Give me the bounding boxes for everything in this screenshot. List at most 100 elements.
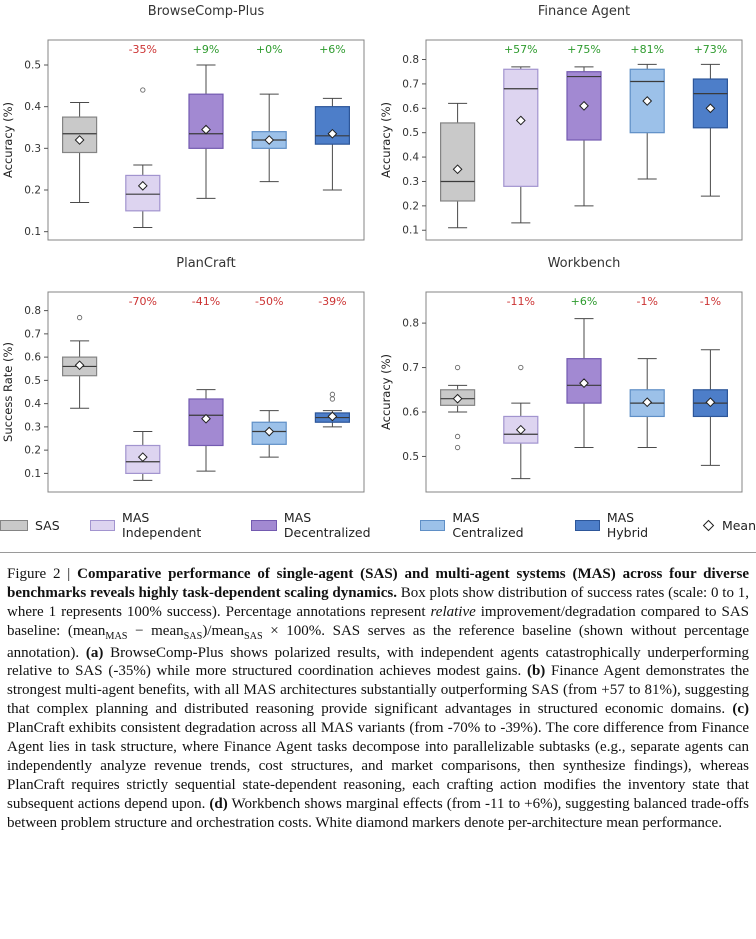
boxplot-browsecomp-plus: BrowseComp-Plus 0.1 0.2 0.3 0.4 0.5 Accuracy (… [1, 4, 365, 241]
outlier-marker [329, 391, 336, 397]
y-tick-label: 0.7 [402, 362, 419, 374]
caption-segment: Workbench shows marginal effects (from -… [7, 795, 750, 831]
y-tick-label: 0.6 [402, 103, 419, 115]
y-axis-label: Success Rate (%) [1, 342, 15, 442]
y-tick-label: 0.1 [24, 226, 41, 238]
box-mas-hybrid [314, 106, 350, 145]
pct-annotation: +6% [319, 43, 346, 56]
pct-annotation: -50% [255, 295, 283, 308]
mean-diamond-marker [137, 180, 148, 191]
caption-segment: Comparative performance of single-agent … [7, 566, 749, 601]
caption-segment: relative [430, 603, 476, 620]
caption-segment: × 100%. SAS serves as the reference base… [7, 622, 750, 661]
y-tick-label: 0.5 [24, 60, 41, 72]
mean-diamond-marker [327, 411, 338, 422]
outlier-marker [518, 364, 524, 371]
mean-diamond-icon [702, 519, 715, 531]
y-tick-label: 0.5 [24, 375, 41, 387]
boxplot-workbench: Workbench 0.5 0.6 0.7 0.8 Accuracy (%) -11% +6%… [379, 256, 743, 493]
caption-segment: SAS [243, 630, 263, 642]
mean-diamond-marker [452, 393, 463, 404]
y-tick-label: 0.7 [24, 328, 41, 340]
legend-item-mas-centralized: MAS Centralized [420, 510, 545, 540]
y-tick-label: 0.2 [402, 200, 419, 212]
legend-swatch [89, 519, 116, 531]
box-sas [439, 122, 476, 202]
caption-segment: SAS [183, 630, 203, 642]
y-tick-label: 0.4 [402, 152, 419, 164]
figure-2: BrowseComp-Plus 0.1 0.2 0.3 0.4 0.5 Accuracy (… [0, 4, 756, 832]
legend-label: MAS Hybrid [606, 510, 649, 540]
figure-caption-divider [0, 552, 756, 553]
legend-item-mas-hybrid: MAS Hybrid [574, 510, 672, 540]
caption-segment: BrowseComp-Plus shows polarized results,… [7, 644, 749, 680]
pct-annotation: -41% [192, 295, 220, 308]
legend-item-mas-independent: MAS Independent [89, 510, 222, 540]
pct-annotation: -11% [507, 295, 535, 308]
outlier-marker [454, 444, 461, 451]
y-tick-label: 0.3 [402, 176, 419, 188]
y-tick-label: 0.7 [402, 78, 419, 90]
y-tick-label: 0.5 [402, 127, 419, 139]
plot-title: Finance Agent [538, 4, 630, 19]
y-axis-label: Accuracy (%) [379, 354, 393, 430]
pct-annotation: +57% [504, 43, 538, 56]
y-tick-label: 0.8 [402, 54, 419, 66]
mean-diamond-marker [74, 360, 85, 371]
legend-swatch [574, 519, 600, 531]
legend-label: Mean [721, 517, 756, 533]
y-tick-label: 0.2 [24, 185, 41, 197]
caption-segment: (b) [526, 663, 546, 680]
pct-annotation: +9% [193, 43, 220, 56]
caption-segment: )/mean [202, 622, 244, 639]
y-tick-label: 0.3 [24, 143, 41, 155]
pct-annotation: +0% [256, 43, 283, 56]
y-tick-label: 0.2 [24, 445, 41, 457]
mean-diamond-marker [201, 124, 211, 135]
legend-item-sas: SAS [0, 518, 60, 533]
outlier-marker [329, 396, 336, 402]
y-tick-label: 0.4 [24, 398, 41, 410]
outlier-marker [454, 364, 461, 371]
mean-diamond-marker [327, 128, 338, 139]
caption-segment: (a) [85, 644, 104, 661]
outlier-marker [454, 433, 461, 440]
mean-diamond-marker [705, 103, 716, 114]
box-mas-decentralized [188, 93, 224, 149]
caption-segment: Figure 2 | [7, 566, 78, 582]
y-tick-label: 0.6 [402, 407, 419, 419]
y-tick-label: 0.1 [24, 468, 41, 480]
pct-annotation: -1% [700, 295, 721, 308]
box-mas-independent [125, 174, 161, 212]
y-tick-label: 0.6 [24, 352, 41, 364]
caption-segment: MAS [105, 630, 128, 642]
mean-diamond-marker [137, 452, 148, 463]
plots-grid: BrowseComp-Plus 0.1 0.2 0.3 0.4 0.5 Accuracy (… [1, 4, 743, 493]
axes-frame [425, 39, 743, 241]
figure-caption: Figure 2 | Comparative performance of si… [7, 565, 749, 832]
mean-diamond-marker [74, 135, 85, 145]
pct-annotation: -70% [129, 295, 157, 308]
caption-segment: Box plots show distribution of success r… [7, 584, 750, 620]
caption-segment: (c) [732, 701, 749, 718]
mean-diamond-marker [201, 413, 211, 424]
axes-frame [47, 39, 365, 241]
caption-segment: (d) [209, 795, 228, 812]
y-tick-label: 0.8 [402, 318, 419, 330]
legend-item-mas-decentralized: MAS Decentralized [251, 510, 390, 540]
legend-label: MAS Centralized [452, 510, 524, 540]
outlier-marker [140, 87, 146, 93]
legend-label: MAS Independent [122, 510, 202, 540]
box-sas [61, 116, 98, 154]
pct-annotation: +75% [567, 43, 601, 56]
axes-frame [425, 291, 743, 493]
caption-segment: improvement/degradation compared to SAS … [7, 603, 749, 639]
y-tick-label: 0.4 [24, 101, 41, 113]
pct-annotation: -1% [636, 295, 657, 308]
y-tick-label: 0.1 [402, 225, 419, 237]
caption-segment: − mean [127, 622, 184, 639]
plot-title: Workbench [548, 256, 621, 271]
mean-diamond-marker [579, 100, 589, 111]
y-axis-label: Accuracy (%) [1, 102, 15, 178]
pct-annotation: -39% [318, 295, 346, 308]
